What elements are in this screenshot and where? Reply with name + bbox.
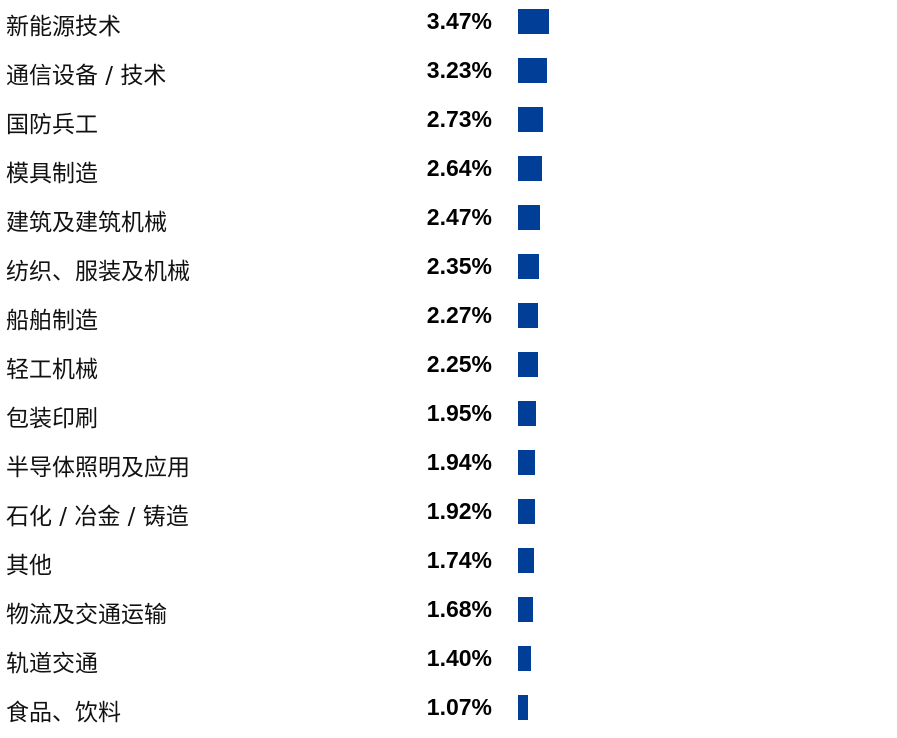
- chart-row: 通信设备 / 技术 3.23%: [0, 48, 897, 97]
- chart-row: 纺织、服装及机械 2.35%: [0, 244, 897, 293]
- category-label: 国防兵工: [6, 112, 98, 138]
- bar: [518, 450, 536, 475]
- data-label: 2.27%: [426, 302, 492, 328]
- bar: [518, 254, 540, 279]
- chart-row: 轨道交通 1.40%: [0, 636, 897, 685]
- chart-row: 轻工机械 2.25%: [0, 342, 897, 391]
- chart-row: 船舶制造 2.27%: [0, 293, 897, 342]
- data-label: 1.40%: [426, 645, 492, 671]
- bar: [518, 303, 539, 328]
- chart-row: 建筑及建筑机械 2.47%: [0, 195, 897, 244]
- data-label: 2.25%: [426, 351, 492, 377]
- data-label: 1.68%: [426, 596, 492, 622]
- bar: [518, 352, 539, 377]
- category-label: 纺织、服装及机械: [6, 259, 190, 285]
- category-label: 建筑及建筑机械: [6, 210, 167, 236]
- data-label: 3.47%: [426, 8, 492, 34]
- chart-row: 国防兵工 2.73%: [0, 97, 897, 146]
- data-label: 1.95%: [426, 400, 492, 426]
- data-label: 3.23%: [426, 57, 492, 83]
- bar: [518, 646, 531, 671]
- bar: [518, 597, 534, 622]
- bar: [518, 695, 528, 720]
- chart-row: 包装印刷 1.95%: [0, 391, 897, 440]
- bar: [518, 9, 550, 34]
- chart-row: 半导体照明及应用 1.94%: [0, 440, 897, 489]
- bar: [518, 401, 536, 426]
- category-label: 食品、饮料: [6, 700, 121, 726]
- category-label: 半导体照明及应用: [6, 455, 190, 481]
- data-label: 2.35%: [426, 253, 492, 279]
- data-label: 1.74%: [426, 547, 492, 573]
- data-label: 1.92%: [426, 498, 492, 524]
- data-label: 2.64%: [426, 155, 492, 181]
- bar: [518, 499, 536, 524]
- category-label: 包装印刷: [6, 406, 98, 432]
- chart-row: 模具制造 2.64%: [0, 146, 897, 195]
- category-label: 石化 / 冶金 / 铸造: [6, 504, 189, 530]
- category-label: 新能源技术: [6, 14, 121, 40]
- bar: [518, 156, 542, 181]
- chart-row: 其他 1.74%: [0, 538, 897, 587]
- category-label: 物流及交通运输: [6, 602, 167, 628]
- chart-row: 石化 / 冶金 / 铸造 1.92%: [0, 489, 897, 538]
- bar: [518, 548, 534, 573]
- category-label: 通信设备 / 技术: [6, 63, 167, 89]
- data-label: 1.94%: [426, 449, 492, 475]
- chart-row: 食品、饮料 1.07%: [0, 685, 897, 734]
- category-label: 船舶制造: [6, 308, 98, 334]
- data-label: 2.73%: [426, 106, 492, 132]
- bar: [518, 205, 541, 230]
- chart-row: 物流及交通运输 1.68%: [0, 587, 897, 636]
- category-label: 轻工机械: [6, 357, 98, 383]
- data-label: 2.47%: [426, 204, 492, 230]
- bar: [518, 58, 548, 83]
- category-label: 模具制造: [6, 161, 98, 187]
- chart-row: 新能源技术 3.47%: [0, 0, 897, 48]
- bar: [518, 107, 543, 132]
- category-label: 其他: [6, 553, 52, 579]
- category-label: 轨道交通: [6, 651, 98, 677]
- data-label: 1.07%: [426, 694, 492, 720]
